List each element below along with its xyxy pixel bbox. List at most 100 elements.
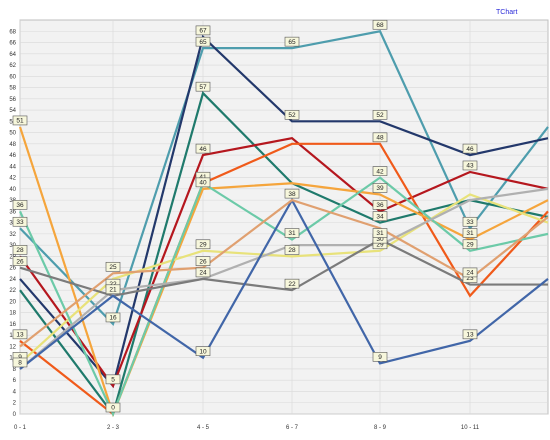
data-label-text: 25 bbox=[109, 264, 117, 271]
data-label-box bbox=[372, 200, 388, 210]
data-label: 65 bbox=[284, 36, 300, 47]
data-label: 25 bbox=[105, 261, 121, 272]
data-label: 36 bbox=[12, 200, 28, 210]
data-label: 39 bbox=[372, 183, 388, 193]
data-label-box bbox=[12, 357, 28, 368]
y-tick-label: 6 bbox=[13, 378, 17, 384]
data-label: 40 bbox=[195, 177, 211, 188]
data-label-box bbox=[195, 267, 211, 278]
data-label-box bbox=[105, 374, 121, 385]
x-tick-label: 6 - 7 bbox=[286, 425, 299, 431]
data-label-box bbox=[372, 166, 388, 176]
data-label-text: 33 bbox=[466, 219, 474, 226]
data-label: 57 bbox=[195, 81, 211, 92]
data-label-box bbox=[284, 188, 300, 199]
data-label-text: 52 bbox=[376, 112, 384, 119]
x-tick-label: 4 - 5 bbox=[197, 425, 210, 431]
x-tick-label: 10 - 11 bbox=[461, 425, 480, 431]
data-label-box bbox=[105, 312, 121, 323]
y-tick-label: 44 bbox=[9, 164, 16, 170]
x-tick-label: 8 - 9 bbox=[374, 425, 387, 431]
data-label: 24 bbox=[195, 267, 211, 278]
data-label-text: 31 bbox=[466, 230, 474, 237]
data-label: 65 bbox=[195, 36, 211, 47]
data-label: 13 bbox=[12, 329, 28, 340]
data-label: 46 bbox=[462, 143, 478, 154]
data-label: 31 bbox=[462, 228, 478, 238]
y-tick-label: 54 bbox=[9, 108, 16, 114]
data-label-box bbox=[105, 261, 121, 272]
data-label-box bbox=[372, 228, 388, 238]
data-label-text: 24 bbox=[199, 270, 207, 277]
data-label-box bbox=[462, 216, 478, 227]
series-line bbox=[19, 176, 549, 417]
data-label-box bbox=[195, 239, 211, 250]
data-label-box bbox=[105, 402, 121, 413]
y-tick-label: 62 bbox=[9, 63, 16, 69]
data-label-box bbox=[12, 200, 28, 210]
data-label-text: 46 bbox=[199, 146, 207, 153]
data-label-text: 0 bbox=[111, 405, 115, 412]
data-label-box bbox=[12, 329, 28, 340]
data-label-box bbox=[195, 177, 211, 188]
data-label: 8 bbox=[12, 357, 28, 368]
data-label-box bbox=[462, 267, 478, 278]
y-tick-label: 40 bbox=[9, 187, 16, 193]
y-tick-label: 0 bbox=[13, 412, 17, 418]
data-label-text: 22 bbox=[288, 281, 296, 288]
data-label-box bbox=[284, 36, 300, 47]
data-label-box bbox=[195, 81, 211, 92]
data-label: 52 bbox=[372, 110, 388, 120]
data-label-text: 24 bbox=[466, 270, 474, 277]
data-label-text: 21 bbox=[109, 287, 117, 294]
y-tick-label: 18 bbox=[9, 311, 16, 317]
data-label: 43 bbox=[462, 160, 478, 171]
x-tick-label: 2 - 3 bbox=[107, 425, 120, 431]
data-label-box bbox=[372, 352, 388, 362]
data-label: 0 bbox=[105, 402, 121, 413]
data-label-text: 28 bbox=[16, 247, 24, 254]
data-label-box bbox=[284, 110, 300, 120]
data-label: 33 bbox=[12, 216, 28, 227]
data-label-text: 39 bbox=[376, 185, 384, 192]
data-label: 31 bbox=[284, 228, 300, 238]
y-tick-label: 50 bbox=[9, 131, 16, 137]
data-label-box bbox=[462, 228, 478, 238]
y-tick-label: 68 bbox=[9, 29, 16, 35]
data-label-box bbox=[12, 216, 28, 227]
y-tick-label: 36 bbox=[9, 209, 16, 215]
data-label-box bbox=[12, 245, 28, 255]
data-label-box bbox=[284, 278, 300, 289]
chart-brand-label: TChart bbox=[496, 9, 517, 16]
data-label-text: 29 bbox=[466, 241, 474, 248]
data-label-text: 42 bbox=[376, 168, 384, 175]
data-label-text: 8 bbox=[18, 360, 22, 367]
y-tick-label: 42 bbox=[9, 176, 16, 182]
y-tick-label: 22 bbox=[9, 288, 16, 294]
data-label-box bbox=[195, 143, 211, 154]
data-label: 28 bbox=[284, 245, 300, 255]
data-label-text: 38 bbox=[288, 191, 296, 198]
data-label-text: 13 bbox=[16, 332, 24, 339]
data-label-text: 65 bbox=[199, 39, 207, 46]
y-tick-label: 2 bbox=[13, 401, 17, 407]
data-label-box bbox=[105, 284, 121, 295]
data-label-box bbox=[195, 36, 211, 47]
y-tick-label: 60 bbox=[9, 74, 16, 80]
data-label-text: 57 bbox=[199, 84, 207, 91]
y-tick-label: 12 bbox=[9, 344, 16, 350]
data-label: 10 bbox=[195, 346, 211, 357]
y-tick-label: 46 bbox=[9, 153, 16, 159]
data-label: 13 bbox=[462, 329, 478, 340]
data-label: 26 bbox=[12, 256, 28, 266]
data-label-text: 41 bbox=[199, 174, 207, 181]
plot-area-background bbox=[19, 19, 549, 415]
data-label: 42 bbox=[372, 166, 388, 176]
data-label-text: 10 bbox=[199, 348, 207, 355]
data-label-text: 68 bbox=[376, 22, 384, 29]
data-label-text: 43 bbox=[466, 163, 474, 170]
y-tick-label: 32 bbox=[9, 232, 16, 238]
data-label-text: 29 bbox=[376, 241, 384, 248]
data-label-text: 29 bbox=[199, 241, 207, 248]
